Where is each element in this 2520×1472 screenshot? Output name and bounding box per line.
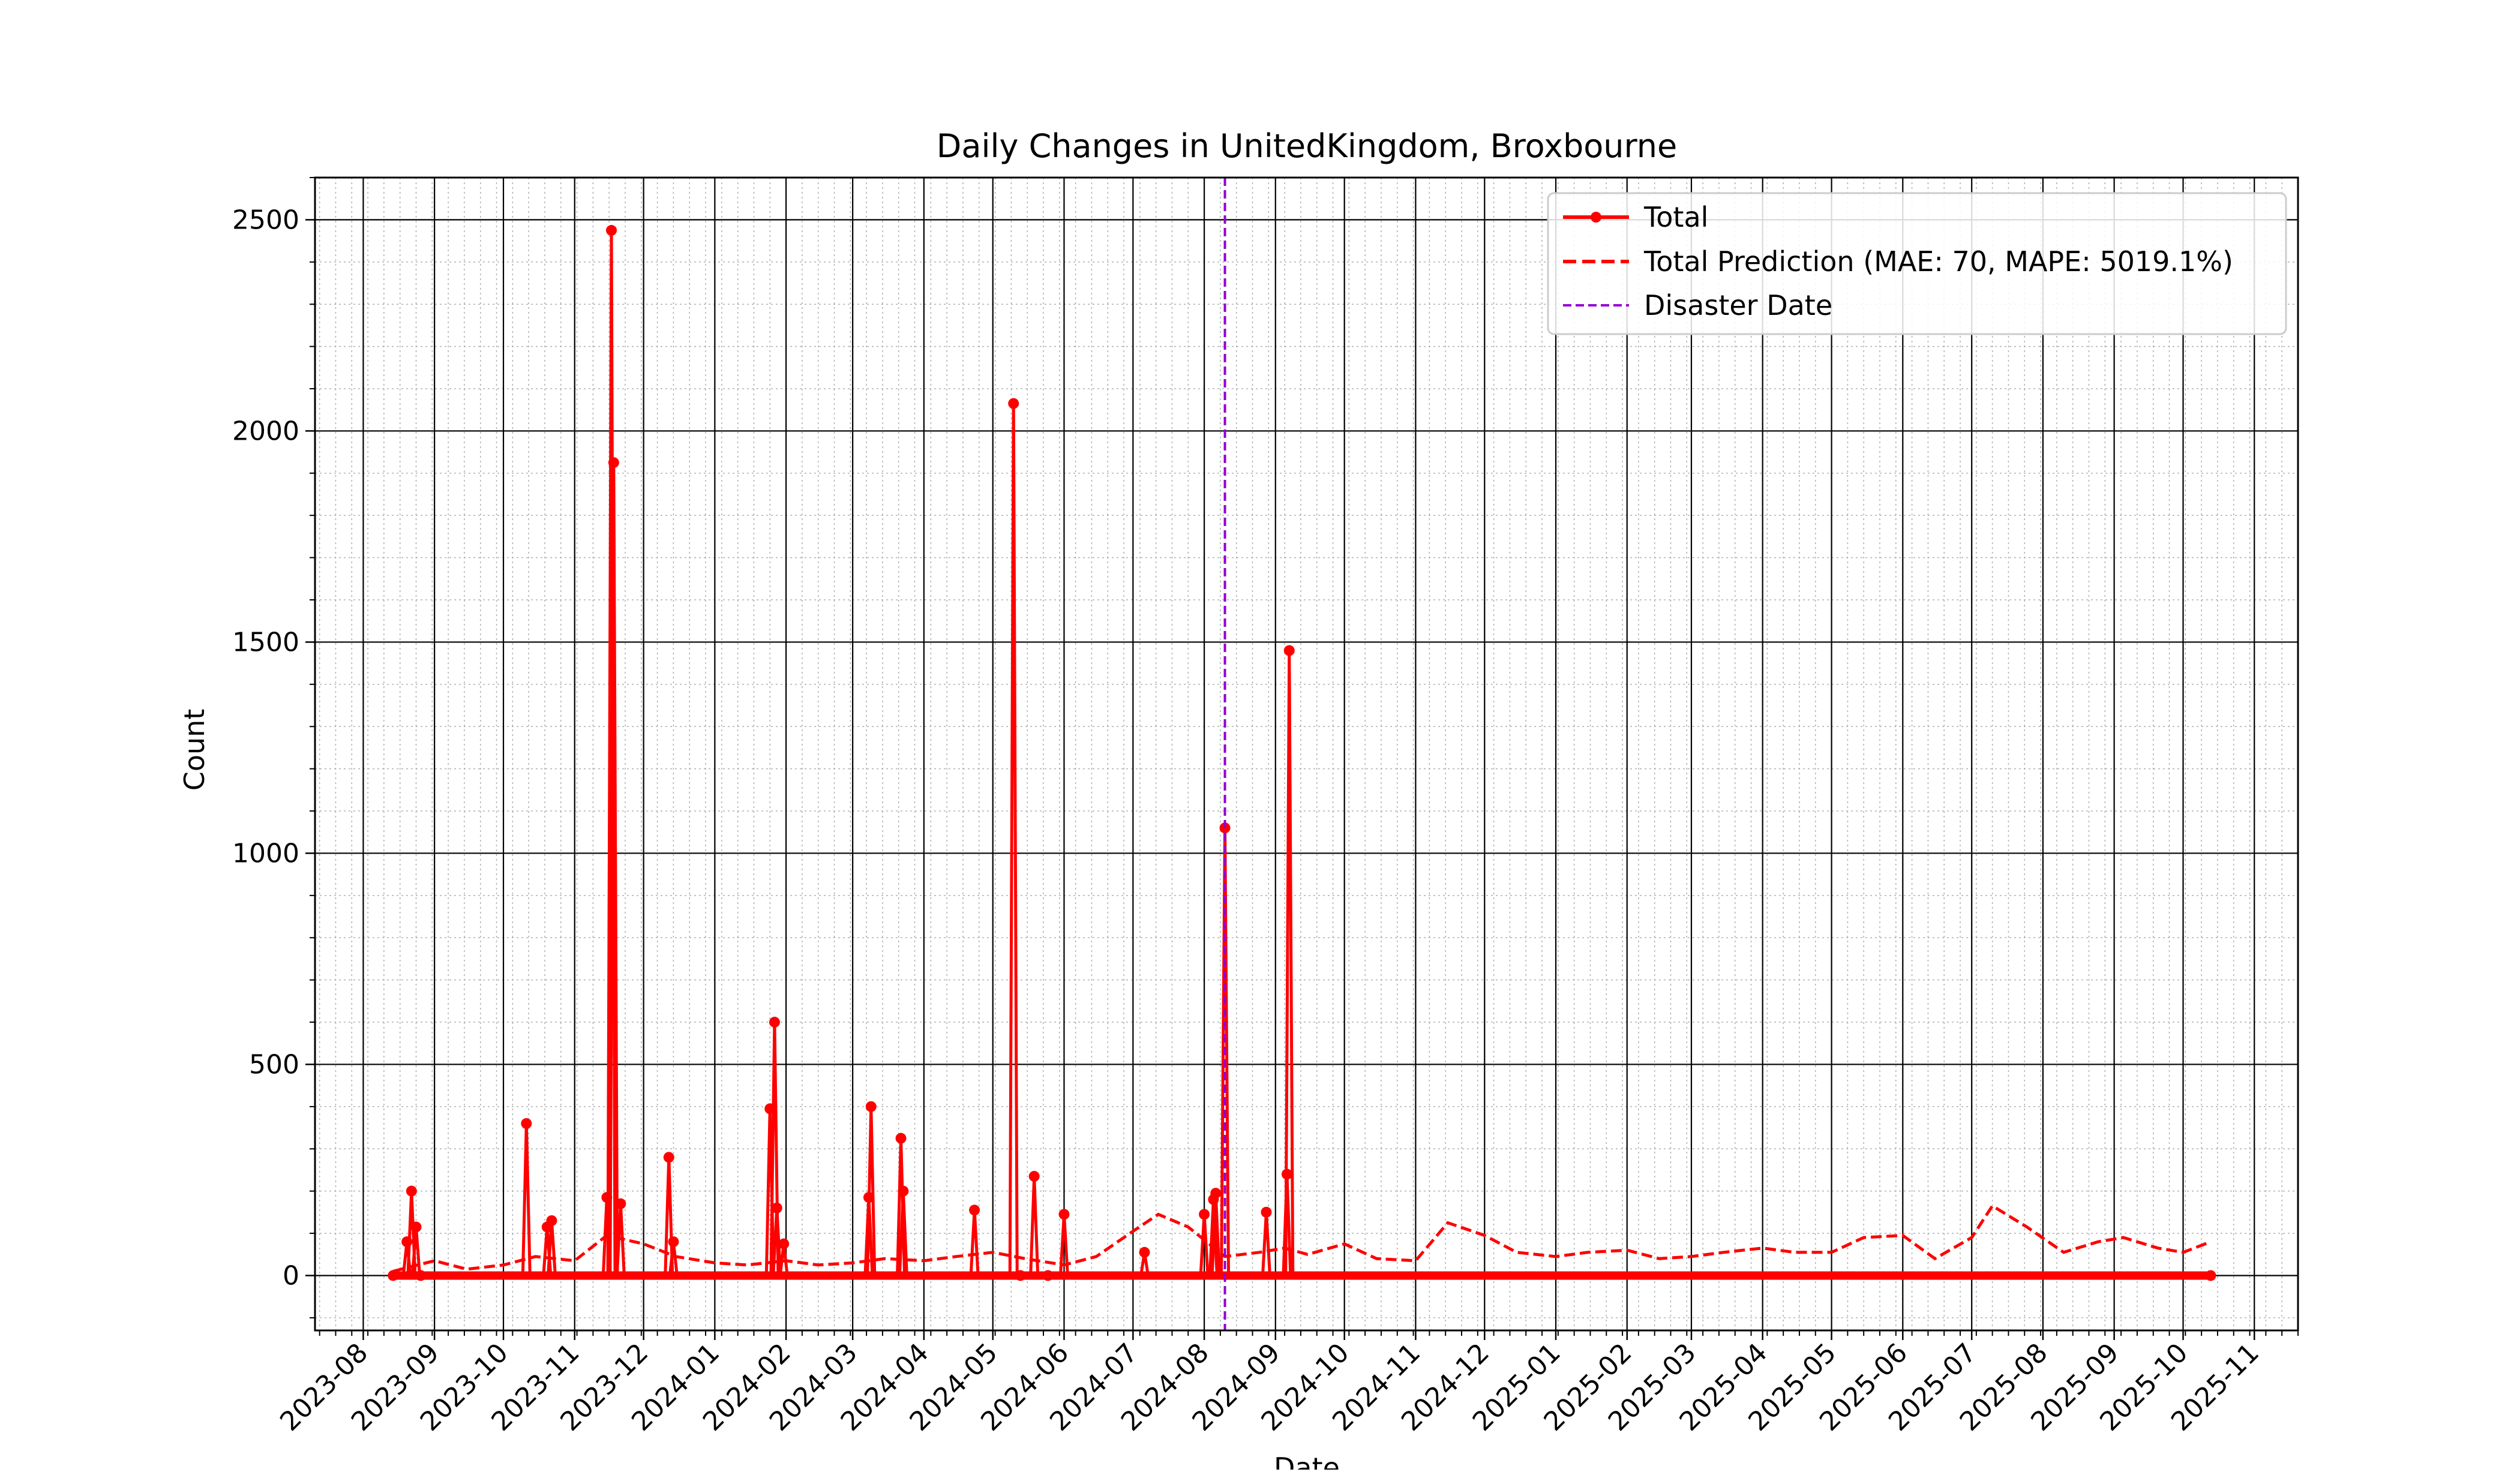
legend: Total Total Prediction (MAE: 70, MAPE: 5…: [1547, 192, 2287, 335]
legend-box: [1547, 192, 2287, 335]
total-point: [1028, 1171, 1040, 1182]
total-point: [415, 1270, 427, 1281]
legend-total-marker: [1591, 212, 1601, 223]
legend-disaster-label: Disaster Date: [1644, 289, 1832, 322]
legend-total-label: Total: [1643, 201, 1708, 233]
y-tick-label: 2500: [232, 205, 299, 235]
y-axis-label: Count: [178, 709, 211, 791]
total-point: [1283, 645, 1295, 656]
total-point: [406, 1185, 417, 1197]
total-point: [898, 1185, 909, 1197]
total-point: [865, 1101, 877, 1112]
y-tick-label: 500: [249, 1049, 299, 1080]
total-point: [615, 1198, 626, 1209]
total-point: [771, 1202, 782, 1213]
y-tick-label: 1000: [232, 838, 299, 869]
total-point: [608, 457, 619, 468]
plot-frame: [314, 176, 2299, 1332]
total-point: [410, 1221, 422, 1233]
total-point: [1139, 1246, 1150, 1258]
y-tick-label: 0: [283, 1260, 299, 1291]
series-layer: [388, 178, 2216, 1330]
total-point: [1042, 1270, 1054, 1281]
total-point: [969, 1204, 980, 1216]
legend-prediction-label: Total Prediction (MAE: 70, MAPE: 5019.1%…: [1643, 245, 2233, 278]
plot-area: [315, 178, 2298, 1330]
total-point: [606, 225, 617, 236]
total-point: [663, 1152, 674, 1163]
y-tick-label: 2000: [232, 416, 299, 446]
total-point: [521, 1118, 532, 1129]
total-point: [1058, 1209, 1070, 1220]
total-point: [778, 1238, 790, 1249]
total-point: [1008, 398, 1019, 409]
y-tick-label: 1500: [232, 627, 299, 657]
total-point: [895, 1132, 907, 1144]
total-point: [546, 1215, 557, 1226]
chart-title: Daily Changes in UnitedKingdom, Broxbour…: [937, 127, 1677, 165]
x-axis-label: Date: [1274, 1452, 1340, 1470]
total-point: [1261, 1206, 1272, 1218]
total-point: [1199, 1209, 1210, 1220]
total-point: [1210, 1188, 1222, 1199]
major-grid: [315, 178, 2298, 1330]
total-point: [668, 1236, 679, 1248]
minor-grid: [315, 177, 2299, 1330]
total-point: [1015, 1270, 1026, 1281]
total-point: [769, 1017, 780, 1028]
total-point: [388, 1270, 399, 1281]
total-point: [2205, 1270, 2216, 1281]
prediction-line: [392, 1203, 2212, 1273]
